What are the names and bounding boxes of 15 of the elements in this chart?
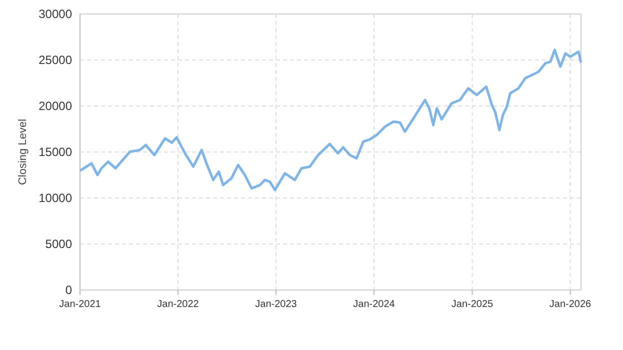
y-tick-label: 30000 [38, 7, 72, 22]
x-tick-label: Jan-2023 [255, 299, 298, 310]
y-tick-label: 10000 [38, 191, 72, 206]
line-series [80, 48, 582, 192]
y-axis-title: Closing Level [17, 118, 29, 186]
y-tick-label: 0 [65, 283, 72, 298]
x-tick-label: Jan-2022 [157, 299, 200, 310]
x-tick-label: Jan-2024 [353, 299, 396, 310]
y-tick-label: 5000 [45, 237, 72, 252]
y-tick-label: 20000 [38, 99, 72, 114]
x-tick-label: Jan-2021 [59, 299, 102, 310]
y-tick-label: 25000 [38, 53, 72, 68]
y-tick-label: 15000 [38, 145, 72, 160]
x-tick-label: Jan-2026 [549, 299, 592, 310]
x-tick-label: Jan-2025 [451, 299, 494, 310]
